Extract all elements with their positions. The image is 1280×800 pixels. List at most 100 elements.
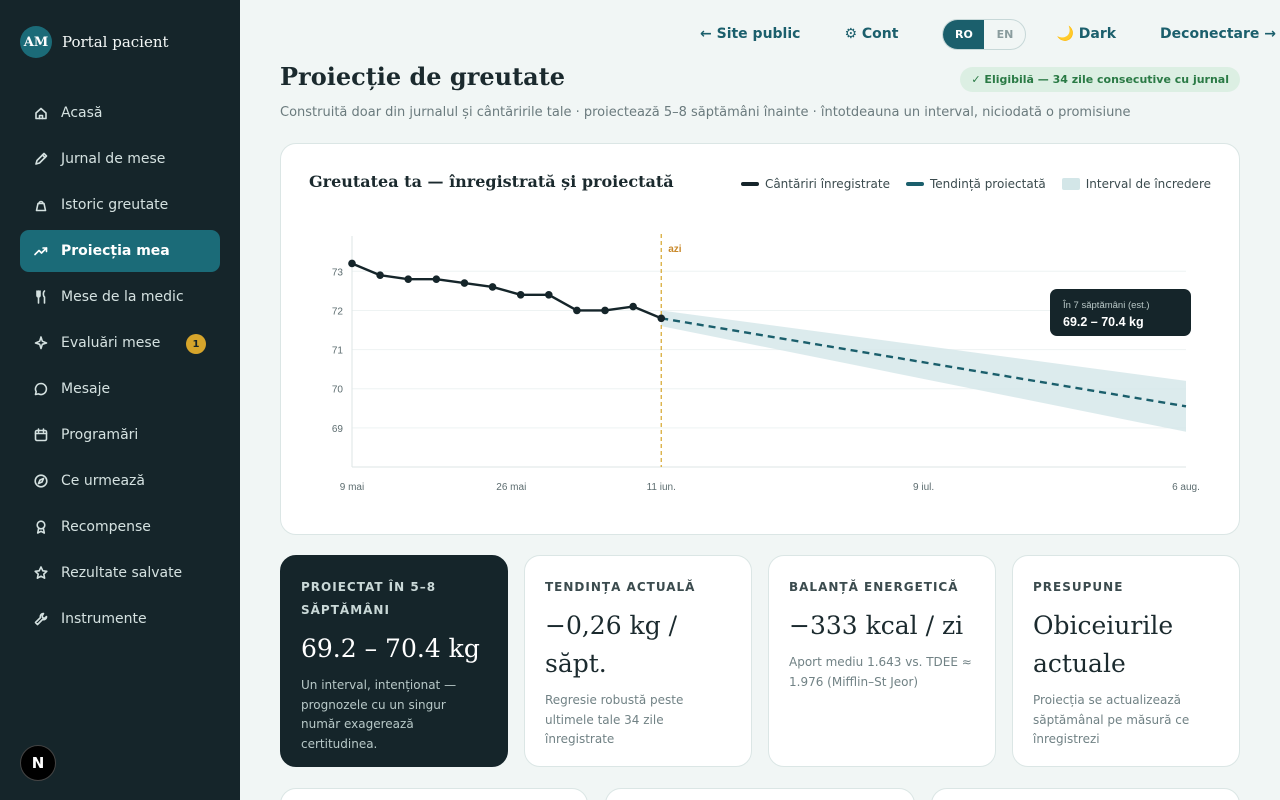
bottom-card — [605, 788, 915, 800]
page-title: Proiecție de greutate — [280, 62, 566, 91]
x-tick-label: 11 iun. — [647, 482, 676, 493]
legend-interval: Interval de încredere — [1061, 177, 1211, 191]
lang-ro-button[interactable]: RO — [943, 19, 985, 49]
compass-icon — [33, 473, 49, 489]
sidebar-item-label: Acasă — [61, 105, 103, 121]
page-subtitle: Construită doar din jurnalul și cântărir… — [280, 105, 1131, 120]
stat-assumption: Presupune Obiceiurile actuale Proiecția … — [1012, 555, 1240, 767]
sidebar-item-jurnal-de-mese[interactable]: Jurnal de mese — [20, 138, 220, 180]
recorded-point — [376, 271, 384, 280]
sidebar-item-acasa[interactable]: Acasă — [20, 92, 220, 134]
wrench-icon — [33, 611, 49, 627]
sidebar-item-recompense[interactable]: Recompense — [20, 506, 220, 548]
sidebar-item-label: Instrumente — [61, 611, 147, 627]
sidebar: AM Portal pacient Acasă Jurnal de mese Ist… — [0, 0, 240, 800]
calendar-icon — [33, 427, 49, 443]
stat-label: Tendința actuală — [545, 580, 696, 594]
sidebar-item-evaluari-mese[interactable]: Evaluări mese 1 — [20, 322, 220, 364]
award-icon — [33, 519, 49, 535]
recorded-point — [432, 275, 441, 283]
recorded-point — [601, 306, 609, 315]
sidebar-item-label: Istoric greutate — [61, 197, 169, 213]
stat-projected: Proiectat în 5–8 săptămâni 69.2 – 70.4 k… — [280, 555, 508, 767]
recorded-weight-line — [351, 262, 662, 320]
stat-value: −0,26 kg / săpt. — [545, 611, 678, 678]
sidebar-item-proiectia-mea[interactable]: Proiecția mea — [20, 230, 220, 272]
stat-desc: Regresie robustă peste ultimele tale 34 … — [545, 693, 684, 746]
recorded-point — [657, 314, 666, 323]
pencil-icon — [33, 151, 49, 167]
y-tick-label: 72 — [332, 306, 344, 317]
stat-label: Balanță energetică — [789, 580, 959, 594]
recorded-point — [348, 259, 356, 268]
chart-legend: Cântăriri înregistrate Tendință proiecta… — [740, 177, 1211, 191]
sidebar-item-label: Ce urmează — [61, 473, 145, 489]
trend-icon — [33, 243, 49, 259]
stat-label: Presupune — [1033, 580, 1124, 594]
sidebar-item-label: Proiecția mea — [61, 243, 170, 259]
sparkle-icon — [33, 335, 49, 351]
sidebar-item-label: Jurnal de mese — [61, 151, 166, 167]
legend-projected-label: Tendință proiectată — [929, 177, 1046, 191]
sidebar-item-mesaje[interactable]: Mesaje — [20, 368, 220, 410]
chat-icon — [33, 381, 49, 397]
bottom-card — [931, 788, 1240, 800]
chart-card: Greutatea ta — înregistrată și proiectat… — [280, 143, 1240, 535]
sidebar-item-label: Recompense — [61, 519, 151, 535]
stat-desc: Aport mediu 1.643 vs. TDEE ≈ 1.976 (Miff… — [789, 655, 972, 689]
public-site-link[interactable]: ← Site public — [700, 26, 801, 42]
dark-mode-toggle[interactable]: 🌙 Dark — [1056, 26, 1117, 42]
legend-recorded-swatch — [740, 182, 759, 186]
y-tick-label: 70 — [332, 385, 344, 396]
tooltip-label: În 7 săptămâni (est.) — [1062, 300, 1150, 311]
top-bar: ← Site public ⚙ Cont RO EN 🌙 Dark Decone… — [700, 18, 1276, 50]
chart-title: Greutatea ta — înregistrată și proiectat… — [309, 172, 674, 191]
logout-link[interactable]: Deconectare → — [1160, 26, 1276, 42]
brand-name: Portal pacient — [62, 33, 169, 51]
sidebar-item-programari[interactable]: Programări — [20, 414, 220, 456]
legend-interval-label: Interval de încredere — [1085, 177, 1211, 191]
sidebar-item-rezultate-salvate[interactable]: Rezultate salvate — [20, 552, 220, 594]
sidebar-item-instrumente[interactable]: Instrumente — [20, 598, 220, 640]
sidebar-item-label: Programări — [61, 427, 139, 443]
recorded-point — [488, 283, 497, 291]
lang-en-button[interactable]: EN — [996, 27, 1014, 41]
home-icon — [33, 105, 49, 121]
y-tick-label: 69 — [332, 424, 344, 435]
account-link[interactable]: ⚙ Cont — [844, 26, 899, 42]
weight-chart: 69 70 71 72 73 9 mai 26 mai 11 iun. 9 iul. 6 aug.… — [332, 234, 1200, 493]
stat-desc: Proiecția se actualizează săptămânal pe … — [1033, 693, 1190, 746]
sidebar-item-label: Rezultate salvate — [61, 565, 183, 581]
bottom-card — [280, 788, 588, 800]
legend-recorded-label: Cântăriri înregistrate — [764, 177, 890, 191]
footer-badge[interactable]: N — [20, 745, 56, 781]
recorded-point — [516, 290, 525, 299]
legend-recorded: Cântăriri înregistrate — [740, 177, 890, 191]
stat-value: −333 kcal / zi — [789, 611, 964, 640]
y-tick-label: 73 — [332, 267, 344, 278]
fork-knife-icon — [33, 289, 49, 305]
legend-projected: Tendință proiectată — [905, 177, 1046, 191]
stat-value: Obiceiurile actuale — [1033, 611, 1174, 678]
recorded-point — [573, 306, 581, 315]
recorded-point — [544, 290, 553, 299]
brand[interactable]: AM Portal pacient — [20, 26, 169, 58]
recorded-point — [629, 302, 637, 311]
sidebar-item-label: Mese de la medic — [61, 289, 184, 305]
y-tick-label: 71 — [332, 346, 344, 357]
projection-tooltip — [1050, 289, 1191, 336]
stat-desc: Un interval, intenționat — prognozele cu… — [301, 678, 457, 751]
stat-energy-balance: Balanță energetică −333 kcal / zi Aport … — [768, 555, 996, 767]
language-toggle: RO EN — [942, 18, 1027, 50]
eligibility-badge: ✓ Eligibilă — 34 zile consecutive cu jur… — [960, 67, 1240, 92]
tooltip-value: 69.2 – 70.4 kg — [1063, 315, 1144, 329]
sidebar-item-label: Mesaje — [61, 381, 111, 397]
x-tick-label: 6 aug. — [1172, 482, 1200, 493]
today-label: azi — [668, 244, 682, 255]
avatar: AM — [20, 26, 52, 58]
sidebar-item-mese-de-la-medic[interactable]: Mese de la medic — [20, 276, 220, 318]
projected-trend-line — [661, 317, 1187, 408]
sidebar-item-istoric-greutate[interactable]: Istoric greutate — [20, 184, 220, 226]
sidebar-nav: Acasă Jurnal de mese Istoric greutate Proie… — [20, 92, 220, 644]
sidebar-item-ce-urmeaza[interactable]: Ce urmează — [20, 460, 220, 502]
